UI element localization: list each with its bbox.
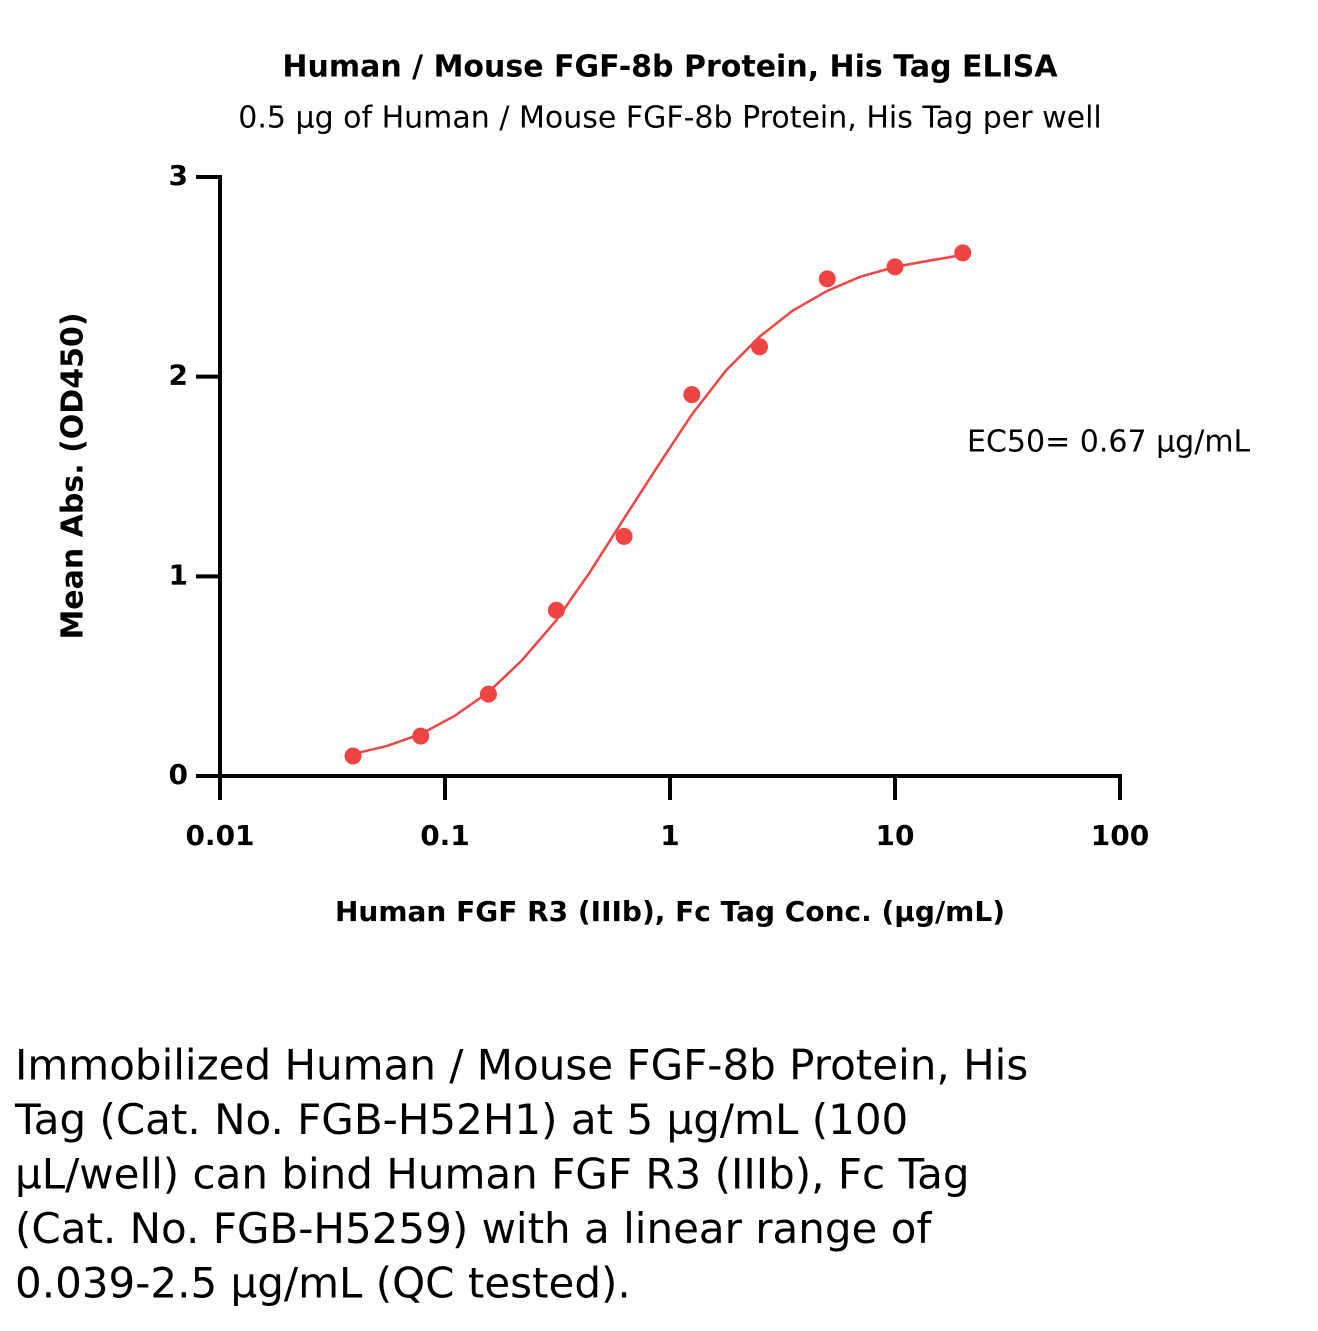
caption-line: 0.039-2.5 µg/mL (QC tested). bbox=[15, 1259, 631, 1308]
x-tick-label: 100 bbox=[1091, 819, 1149, 852]
chart-title: Human / Mouse FGF-8b Protein, His Tag EL… bbox=[282, 50, 1058, 85]
caption-line: Tag (Cat. No. FGB-H52H1) at 5 µg/mL (100 bbox=[14, 1095, 908, 1144]
y-tick-label: 1 bbox=[169, 558, 188, 591]
y-tick-label: 2 bbox=[169, 359, 188, 392]
x-tick-label: 1 bbox=[660, 819, 679, 852]
data-point bbox=[344, 747, 362, 765]
x-tick-label: 0.01 bbox=[185, 819, 254, 852]
y-tick-label: 3 bbox=[169, 159, 188, 192]
data-point bbox=[547, 601, 565, 619]
x-tick-label: 0.1 bbox=[420, 819, 470, 852]
y-axis-label: Mean Abs. (OD450) bbox=[56, 312, 91, 639]
caption-line: (Cat. No. FGB-H5259) with a linear range… bbox=[15, 1204, 932, 1253]
caption-line: Immobilized Human / Mouse FGF-8b Protein… bbox=[15, 1041, 1028, 1090]
chart-subtitle: 0.5 µg of Human / Mouse FGF-8b Protein, … bbox=[238, 101, 1102, 136]
annotation: EC50= 0.67 µg/mL bbox=[967, 425, 1251, 460]
data-point bbox=[683, 386, 701, 404]
x-axis-label: Human FGF R3 (IIIb), Fc Tag Conc. (µg/mL… bbox=[335, 895, 1005, 928]
data-point bbox=[479, 685, 497, 703]
data-point bbox=[954, 244, 972, 262]
caption-line: µL/well) can bind Human FGF R3 (IIIb), F… bbox=[15, 1150, 970, 1199]
fit-curve bbox=[352, 253, 963, 756]
data-point bbox=[615, 527, 633, 545]
data-point bbox=[412, 727, 430, 745]
data-point bbox=[751, 338, 769, 356]
data-point bbox=[818, 270, 836, 288]
data-point bbox=[886, 258, 904, 276]
y-tick-label: 0 bbox=[169, 758, 188, 791]
x-tick-label: 10 bbox=[876, 819, 915, 852]
